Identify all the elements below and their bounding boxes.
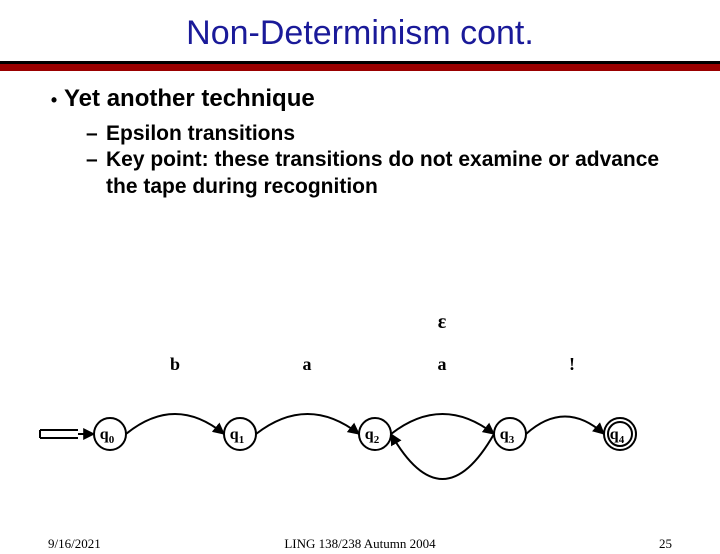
sub-bullet: – Key point: these transitions do not ex…: [86, 147, 676, 200]
sub-bullet-text: Key point: these transitions do not exam…: [106, 147, 676, 200]
sub-bullet-text: Epsilon transitions: [106, 121, 295, 147]
svg-text:a: a: [438, 354, 447, 374]
svg-text:ε: ε: [438, 311, 447, 333]
main-bullet-text: Yet another technique: [64, 85, 315, 113]
content-area: • Yet another technique – Epsilon transi…: [0, 71, 720, 200]
bullet-dash: –: [86, 121, 106, 147]
bullet-dot: •: [44, 85, 64, 115]
sub-bullet: – Epsilon transitions: [86, 121, 676, 147]
svg-text:b: b: [170, 354, 180, 374]
sub-bullet-list: – Epsilon transitions – Key point: these…: [44, 121, 676, 200]
slide-title: Non-Determinism cont.: [0, 14, 720, 53]
main-bullet: • Yet another technique: [44, 85, 676, 115]
footer-page: 25: [659, 536, 672, 552]
svg-text:!: !: [569, 354, 575, 374]
bullet-dash: –: [86, 147, 106, 173]
title-rule: [0, 61, 720, 71]
footer-course: LING 138/238 Autumn 2004: [0, 536, 720, 552]
svg-text:a: a: [303, 354, 312, 374]
state-diagram: baa!εq0q1q2q3q4: [0, 304, 720, 484]
